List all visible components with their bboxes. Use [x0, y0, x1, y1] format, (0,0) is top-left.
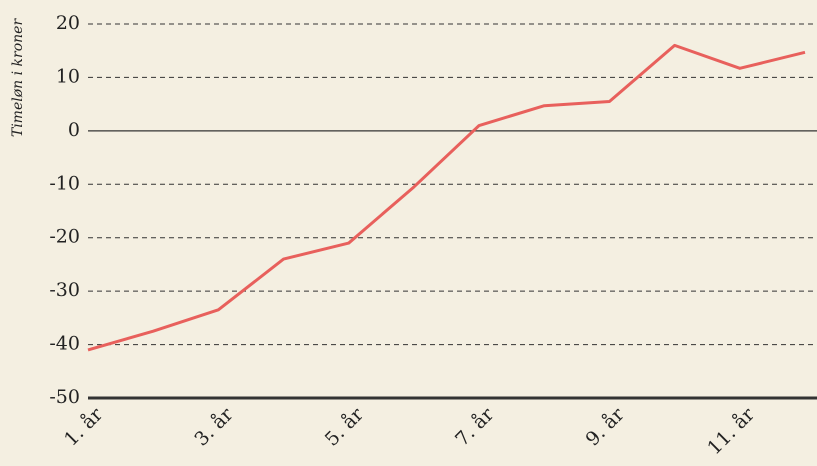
y-tick-label: 0: [68, 119, 80, 141]
y-tick-label: -40: [49, 333, 80, 355]
y-tick-label: -20: [49, 226, 80, 248]
y-tick-label: 10: [56, 65, 80, 87]
y-tick-label: 20: [56, 12, 80, 34]
y-tick-label: -30: [49, 279, 80, 301]
y-axis-label: Timeløn i kroner: [10, 18, 26, 138]
line: [87, 43, 806, 352]
y-tick-label: -10: [49, 172, 80, 194]
y-tick-label: -50: [49, 386, 80, 408]
